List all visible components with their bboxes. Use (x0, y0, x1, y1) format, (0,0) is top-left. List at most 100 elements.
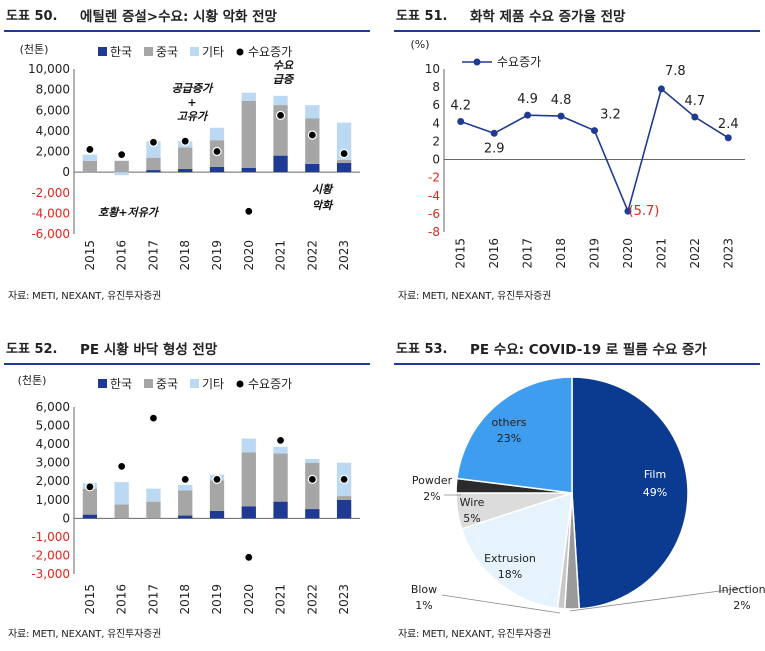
x-tick-label: 2022 (688, 238, 702, 269)
x-tick-label: 2020 (621, 238, 635, 269)
slice-label: Extrusion (484, 552, 536, 565)
data-label: 4.7 (684, 94, 705, 109)
data-label: 4.9 (517, 92, 538, 107)
chart-panel-ethylene: 도표 50. 에틸렌 증설>수요: 시황 악화 전망 (천톤) -6,000 -4,… (0, 0, 372, 318)
annotation-text: 시황 (312, 183, 334, 196)
leader-line (569, 586, 751, 612)
slice-percent: 49% (643, 486, 667, 499)
legend-label: 수요증가 (248, 377, 292, 391)
source-note: 자료: METI, NEXANT, 유진투자증권 (8, 291, 162, 302)
chart-header: 도표 50. 에틸렌 증설>수요: 시황 악화 전망 (4, 2, 370, 32)
bar-segment (336, 496, 352, 500)
demand-marker (117, 461, 127, 471)
demand-marker (212, 474, 222, 484)
slice-percent: 5% (463, 512, 480, 525)
figure-number: 도표 50. (6, 9, 58, 24)
y-tick-label: 6 (432, 98, 440, 112)
chart-panel-pe-demand: 도표 53. PE 수요: COVID-19 로 필름 수요 증가 Film 49… (390, 333, 765, 651)
data-point (691, 113, 699, 121)
y-tick-label: 4,000 (36, 124, 70, 138)
data-label: (5.7) (629, 204, 660, 219)
y-tick-label: -2 (428, 171, 440, 185)
bar-segment (82, 154, 98, 161)
bar-segment (336, 159, 352, 163)
x-tick-label: 2022 (305, 240, 319, 271)
y-tick-label: 10,000 (28, 62, 70, 76)
x-tick-label: 2018 (554, 238, 568, 269)
slice-label: Powder (412, 474, 453, 487)
legend-label: 수요증가 (497, 55, 541, 69)
annotation-text: + (187, 96, 196, 109)
chart-header: 도표 51. 화학 제품 수요 증가율 전망 (394, 2, 760, 32)
slice-percent: 18% (498, 568, 522, 581)
legend-label: 수요증가 (248, 45, 292, 59)
leader-line (441, 594, 561, 614)
x-tick-label: 2016 (115, 240, 129, 271)
bar-segment (336, 499, 352, 519)
line-chart: (%) -8 -6 -4 -2 0 2 4 6 8 10 4.2 2.9 4.9 4.8 3.2 (5.7) 7.… (410, 38, 745, 269)
demand-marker (180, 136, 190, 146)
legend-label: 중국 (156, 377, 178, 391)
y-tick-label: -4,000 (31, 206, 70, 220)
bar-segment (178, 490, 193, 516)
annotation-text: 악화 (312, 199, 334, 212)
slice-label: Wire (460, 496, 485, 509)
demand-marker (85, 482, 95, 492)
y-tick-label: 1,000 (36, 493, 70, 507)
bar-segment (241, 92, 256, 101)
x-tick-label: 2015 (83, 240, 97, 271)
x-tick-label: 2020 (242, 584, 256, 615)
bar-segment (241, 506, 256, 519)
y-tick-label: 5,000 (36, 419, 70, 433)
pie-slice (456, 376, 573, 494)
x-tick-label: 2018 (178, 240, 192, 271)
y-tick-label: 6,000 (36, 103, 70, 117)
figure-number: 도표 51. (396, 9, 448, 24)
data-point (724, 134, 732, 142)
x-tick-label: 2018 (178, 584, 192, 615)
slice-label: Injection (718, 583, 765, 596)
bar-segment (178, 515, 193, 519)
bar-segment (241, 100, 256, 168)
x-tick-label: 2017 (146, 240, 160, 271)
data-point (657, 85, 665, 93)
x-tick-label: 2023 (337, 240, 351, 271)
bar-segment (114, 160, 129, 173)
annotation-text: 공급증가 (172, 82, 214, 95)
x-tick-label: 2017 (146, 584, 160, 615)
demand-marker (85, 144, 95, 155)
bar-segment (146, 141, 161, 158)
bar-segment (273, 155, 288, 173)
chart-header: 도표 52. PE 시황 바닥 형성 전망 (4, 335, 370, 365)
demand-marker (339, 148, 349, 159)
data-point (557, 112, 565, 120)
x-tick-label: 2016 (115, 584, 129, 615)
slice-percent: 2% (733, 599, 750, 612)
y-tick-label: 3,000 (36, 456, 70, 470)
bar-segment (305, 163, 320, 173)
legend-swatch (236, 380, 244, 388)
bar-segment (241, 438, 256, 453)
data-label: 4.8 (551, 93, 572, 108)
demand-marker (117, 149, 127, 160)
x-tick-label: 2015 (83, 584, 97, 615)
figure-title: 에틸렌 증설>수요: 시황 악화 전망 (80, 9, 277, 25)
bar-segment (305, 462, 320, 510)
legend-label: 기타 (202, 377, 224, 391)
bar-segment (114, 482, 129, 505)
demand-marker (339, 474, 349, 484)
stacked-bar-chart: (천톤) -3,000 -2,000 -1,000 0 1,000 2,000 3,000 4,… (18, 373, 360, 615)
demand-marker (307, 474, 317, 484)
legend-swatch (98, 379, 107, 388)
bar-segment (114, 172, 129, 176)
y-tick-label: 10 (425, 62, 440, 76)
bar-segment (82, 488, 98, 515)
data-point (490, 129, 498, 137)
y-tick-label: -4 (428, 189, 440, 203)
y-tick-label: -6,000 (31, 227, 70, 241)
chart-header: 도표 53. PE 수요: COVID-19 로 필름 수요 증가 (394, 335, 760, 365)
y-tick-label: 0 (432, 153, 440, 167)
bar-segment (305, 458, 320, 463)
data-point (457, 118, 465, 126)
stacked-bar-chart: (천톤) -6,000 -4,000 -2,000 0 2,000 4,000 6,000 8,… (20, 42, 360, 271)
